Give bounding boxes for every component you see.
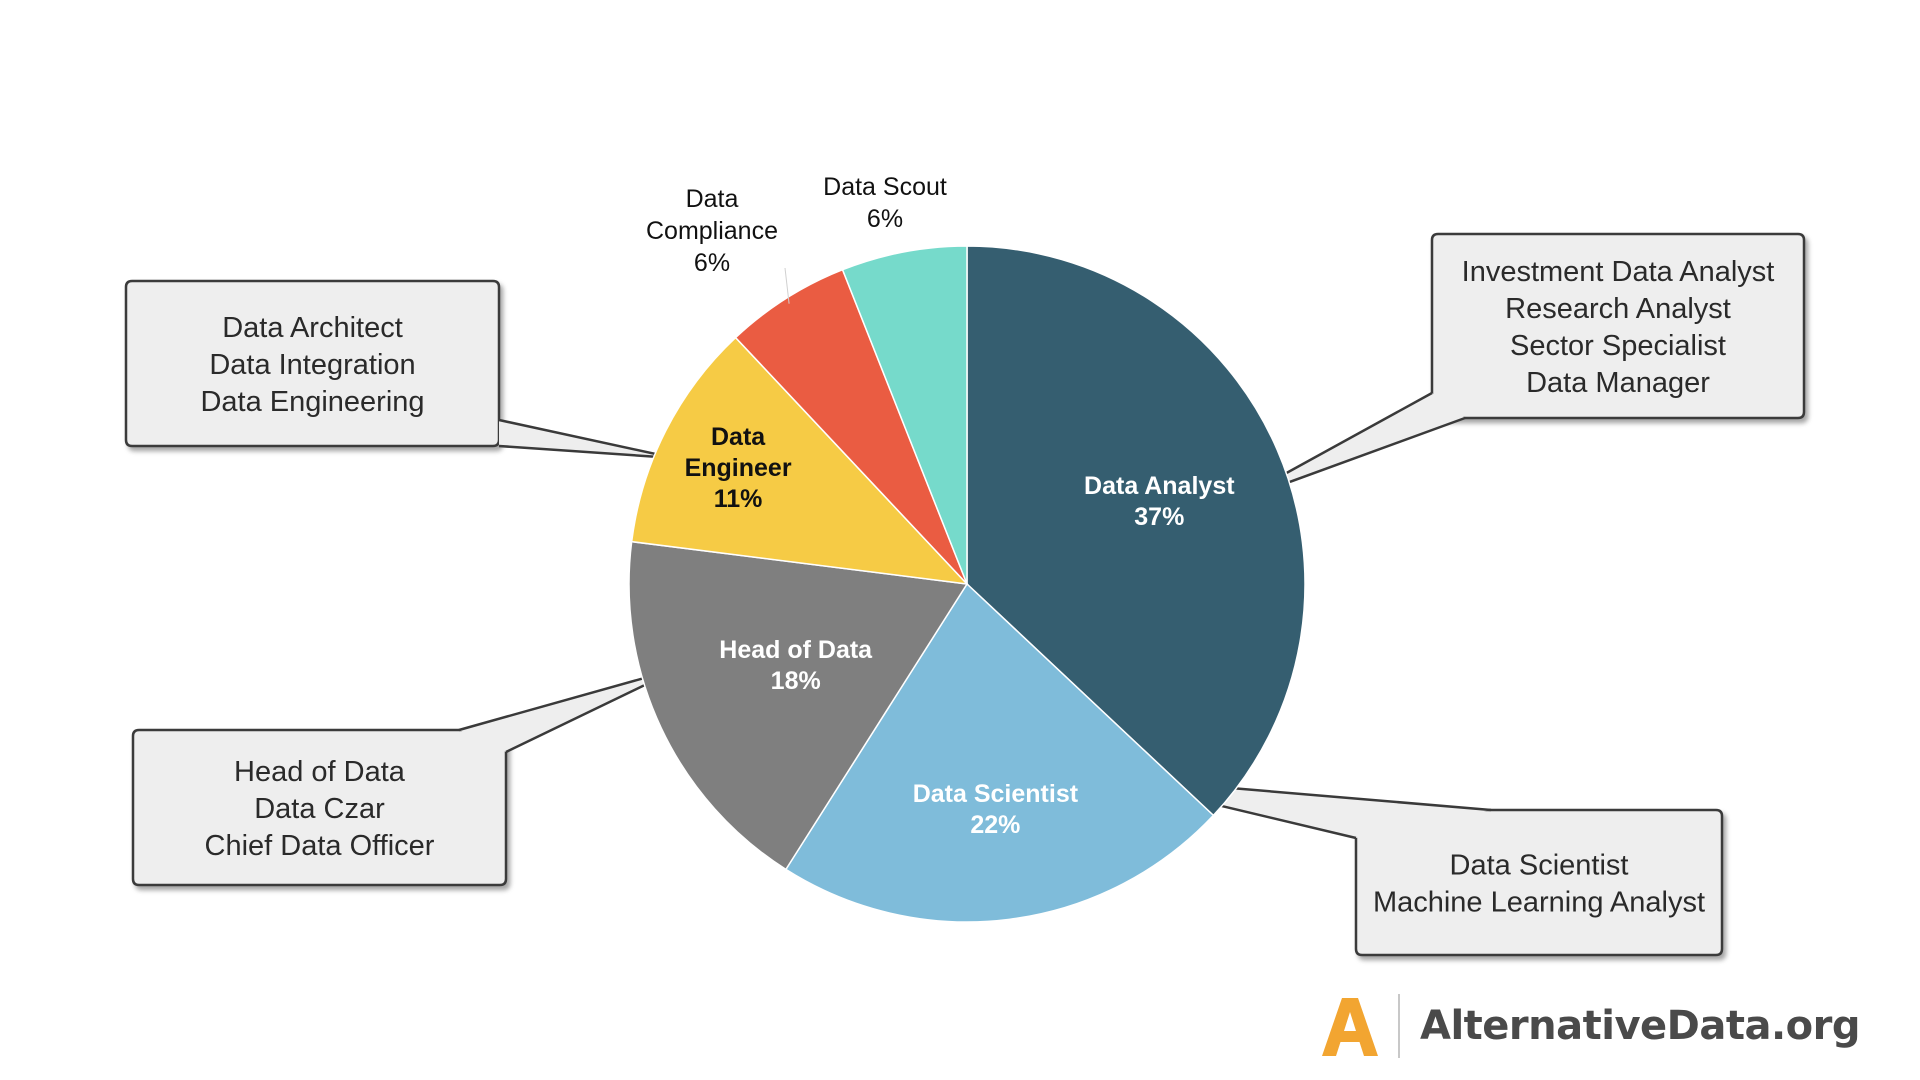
pie-slices [628,245,1306,923]
slice-label-data-compliance: Data Compliance 6% [646,185,778,277]
callout-box [1430,232,1806,420]
callout-text-line: Data Czar [254,793,385,825]
pie-slice-data-engineer [630,336,969,586]
callouts: Investment Data Analyst Research Analyst S… [124,232,1806,957]
pie-slice-head-of-data [628,540,969,871]
callout-text-line: Chief Data Officer [205,830,435,862]
slice-label-data-scout: Data Scout 6% [823,173,947,233]
slice-label-data-engineer: Data Engineer 11% [685,423,792,513]
leader-line-data-compliance [784,267,790,304]
pie-slice-data-compliance [734,268,968,585]
slice-label-data-scientist: Data Scientist 22% [913,780,1079,839]
callout-text-line: Data Integration [209,349,415,381]
slice-label-data-analyst: Data Analyst 37% [1084,472,1235,531]
brand-logo: AlternativeData.org [1322,986,1861,1066]
callout-tail [459,668,680,752]
callout-data-scientist: Data Scientist Machine Learning Analyst [1098,775,1724,957]
slice-labels: Data Analyst 37% Data Scientist 22% Head of … [646,173,1235,839]
callout-data-engineer: Data Architect Data Integration Data Engin… [124,279,676,460]
callout-text-line: Data Scientist [1450,849,1629,881]
callout-text-line: Research Analyst [1505,293,1731,325]
callout-text-line: Sector Specialist [1510,330,1726,362]
slice-label-head-of-data: Head of Data 18% [719,636,873,695]
callout-text-line: Investment Data Analyst [1462,256,1775,288]
brand-divider [1398,994,1400,1058]
callout-data-analyst: Investment Data Analyst Research Analyst S… [1230,232,1806,505]
callout-box [124,279,501,448]
brand-a-icon [1322,998,1378,1056]
callout-box [1354,808,1724,957]
callout-text-line: Data Manager [1526,367,1710,399]
callout-tail [1232,393,1465,503]
callout-text-line: Head of Data [234,756,406,788]
callout-text-line: Machine Learning Analyst [1373,886,1705,918]
callout-head-of-data: Head of Data Data Czar Chief Data Officer [131,666,682,887]
callout-text-line: Data Engineering [200,386,424,418]
callout-text-line: Data Architect [222,312,403,344]
pie-slice-data-scout [841,245,968,585]
pie-slice-data-scientist [784,582,1215,923]
pie-slice-data-analyst [966,245,1306,817]
brand-name: AlternativeData.org [1420,1003,1861,1049]
